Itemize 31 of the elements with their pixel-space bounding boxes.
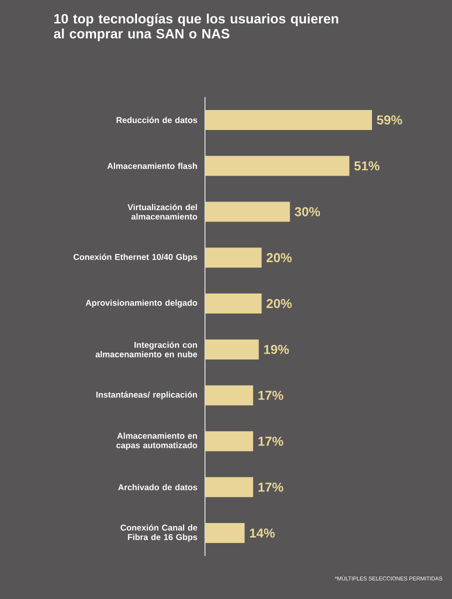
data-label: 51% [354,161,380,170]
data-label: 17% [258,482,284,492]
y-tick-label: Reducción de datos [116,116,198,124]
y-tick-label: Instantáneas/ replicación [96,391,197,400]
data-label: 30% [294,207,320,216]
bar [205,477,254,498]
bar [205,110,372,130]
chart-title: 10 top tecnologías que los usuarios quieren al comprar una SAN o NAS [54,14,338,42]
data-label: 19% [264,344,289,354]
bar [205,248,262,268]
y-tick-label: Integración con almacenamiento en nube [96,342,198,358]
bar [205,294,262,314]
bar [205,431,254,452]
data-label: 20% [266,253,292,262]
y-tick-label: Almacenamiento flash [107,162,197,169]
bar [205,339,259,360]
y-tick-label: Almacenamiento en capas automatizado [116,432,198,450]
bar [205,156,350,176]
y-tick-label: Archivado de datos [118,484,198,490]
y-tick-label: Virtualización del almacenamiento [128,204,198,220]
bar [205,523,245,544]
y-tick-label: Conexión Canal de Fibra de 16 Gbps [120,524,198,542]
data-label: 17% [258,436,284,446]
y-tick-label: Conexión Ethernet 10/40 Gbps [74,254,198,262]
data-label: 20% [266,298,292,308]
bar [205,202,290,222]
data-label: 59% [376,115,402,125]
data-label: 17% [258,390,284,400]
y-tick-label: Aprovisionamiento delgado [86,300,198,308]
bar [205,385,254,406]
data-label: 14% [250,528,275,538]
